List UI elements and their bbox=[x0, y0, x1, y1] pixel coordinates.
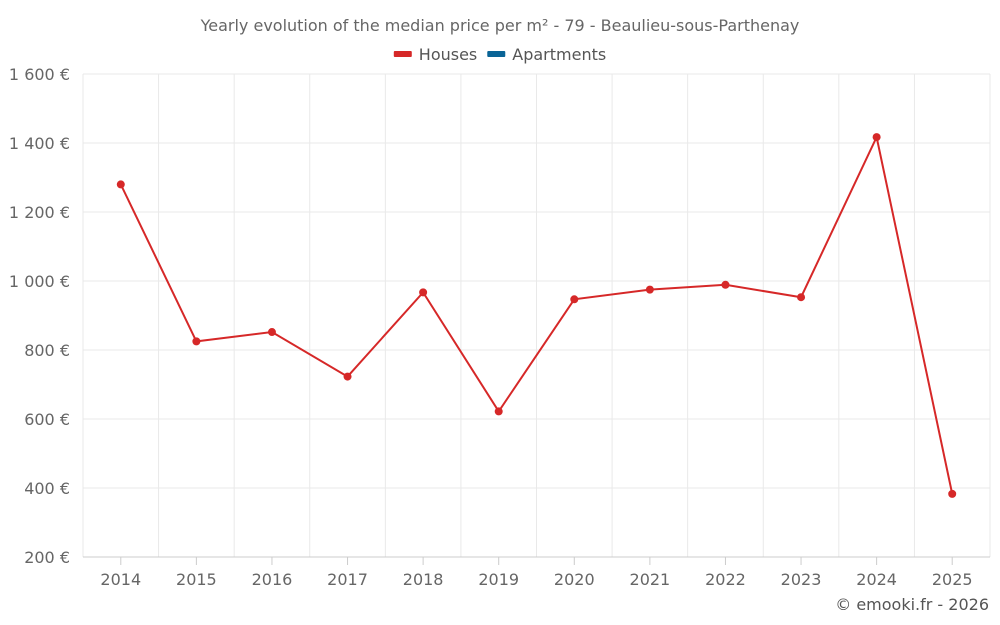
data-point[interactable] bbox=[343, 372, 352, 381]
x-tick-label: 2025 bbox=[932, 570, 973, 589]
y-tick-label: 1 600 € bbox=[9, 65, 70, 84]
legend-swatch bbox=[487, 51, 506, 57]
y-tick-label: 400 € bbox=[24, 479, 70, 498]
data-point[interactable] bbox=[872, 133, 881, 142]
x-tick-label: 2014 bbox=[100, 570, 141, 589]
x-tick-label: 2021 bbox=[630, 570, 671, 589]
legend-item-apartments[interactable]: Apartments bbox=[487, 45, 606, 64]
x-tick-label: 2016 bbox=[252, 570, 293, 589]
x-tick-label: 2020 bbox=[554, 570, 595, 589]
chart-title: Yearly evolution of the median price per… bbox=[200, 16, 800, 35]
y-tick-label: 1 000 € bbox=[9, 272, 70, 291]
legend-label: Apartments bbox=[512, 45, 606, 64]
y-axis: 200 € 400 € 600 € 800 € 1 000 € 1 200 € 1 400 … bbox=[9, 65, 70, 567]
data-point[interactable] bbox=[570, 295, 579, 304]
legend: Houses Apartments bbox=[393, 45, 606, 64]
series-line-houses bbox=[119, 134, 954, 495]
data-point[interactable] bbox=[797, 293, 806, 302]
x-tick-label: 2024 bbox=[856, 570, 897, 589]
y-tick-label: 800 € bbox=[24, 341, 70, 360]
plot-area bbox=[116, 133, 957, 498]
x-axis: 2014 2015 2016 2017 2018 2019 2020 2021 2022 2023… bbox=[83, 556, 990, 589]
x-tick-label: 2017 bbox=[327, 570, 368, 589]
legend-item-houses[interactable]: Houses bbox=[393, 45, 477, 64]
legend-label: Houses bbox=[419, 45, 477, 64]
legend-swatch bbox=[393, 51, 412, 57]
data-point[interactable] bbox=[192, 337, 201, 346]
grid bbox=[82, 73, 991, 558]
data-point[interactable] bbox=[419, 288, 428, 297]
data-point[interactable] bbox=[645, 285, 654, 294]
data-point[interactable] bbox=[267, 328, 276, 337]
x-tick-label: 2023 bbox=[781, 570, 822, 589]
y-tick-label: 600 € bbox=[24, 410, 70, 429]
x-tick-label: 2018 bbox=[403, 570, 444, 589]
data-point[interactable] bbox=[116, 180, 125, 189]
y-tick-label: 1 200 € bbox=[9, 203, 70, 222]
data-point[interactable] bbox=[721, 280, 730, 289]
data-point[interactable] bbox=[494, 407, 503, 416]
y-tick-label: 1 400 € bbox=[9, 134, 70, 153]
y-tick-label: 200 € bbox=[24, 548, 70, 567]
credit-text: © emooki.fr - 2026 bbox=[835, 595, 989, 614]
x-tick-label: 2015 bbox=[176, 570, 217, 589]
data-point[interactable] bbox=[948, 489, 957, 498]
x-tick-label: 2019 bbox=[478, 570, 519, 589]
x-tick-label: 2022 bbox=[705, 570, 746, 589]
